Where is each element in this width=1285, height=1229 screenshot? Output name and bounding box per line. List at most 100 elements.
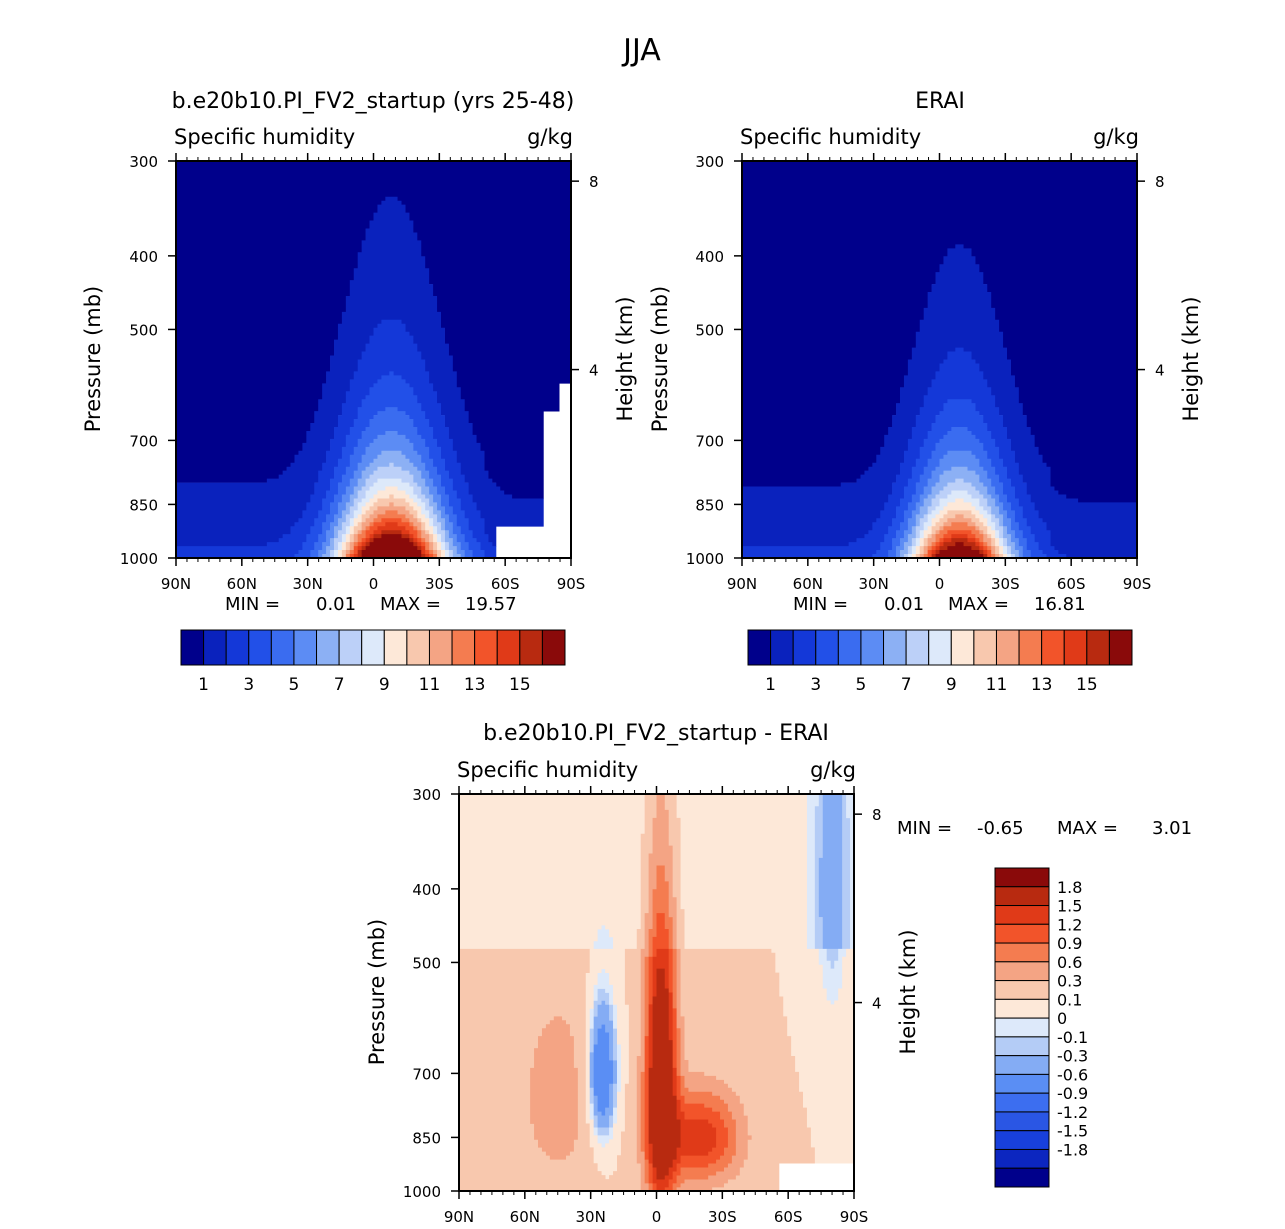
panel-obs-left-string: Specific humidity [740, 125, 921, 149]
panel-diff: b.e20b10.PI_FV2_startup - ERAI Specific … [365, 721, 1192, 1226]
colorbar-box [973, 629, 997, 666]
panel-obs-minmax: MIN = 0.01 MAX = 16.81 [793, 594, 1086, 615]
panel-model-ylabel: Pressure (mb) [81, 286, 105, 433]
colorbar-label: -0.9 [1057, 1084, 1088, 1103]
colorbar-box [995, 629, 1020, 666]
panel-obs-max-label: MAX = [948, 594, 1009, 615]
colorbar-label: 3 [243, 675, 254, 695]
x-tick-label: 30N [576, 1208, 606, 1226]
panel-obs-contours [742, 161, 1137, 558]
colorbar-box [994, 1092, 1050, 1113]
panel-diff-units: g/kg [810, 758, 856, 782]
contour-band [742, 244, 1137, 558]
panel-obs-title: ERAI [915, 89, 965, 114]
y-tick-label: 500 [695, 321, 724, 339]
y-right-tick-label: 4 [1155, 362, 1165, 380]
panel-model-minmax: MIN = 0.01 MAX = 19.57 [225, 594, 517, 615]
colorbar-box [994, 1130, 1050, 1150]
panel-model-axes: 90N 60N 30N 0 30S 60S 90S 300 400 500 700 850 1000 8 4 [120, 153, 599, 593]
contour-band [915, 510, 1004, 558]
x-tick-label: 0 [935, 575, 945, 593]
colorbar-box [994, 1017, 1050, 1038]
colorbar-box [541, 629, 566, 666]
y-tick-label: 700 [129, 432, 158, 450]
x-tick-label: 60S [1057, 575, 1086, 593]
colorbar-label: 1.8 [1057, 878, 1082, 897]
colorbar-box [203, 629, 227, 666]
panel-model-title: b.e20b10.PI_FV2_startup (yrs 25-48) [172, 89, 575, 114]
panel-model-units: g/kg [527, 125, 573, 149]
x-tick-label: 90N [727, 575, 757, 593]
y-tick-label: 700 [695, 432, 724, 450]
panel-diff-colorbar: 1.81.51.20.90.60.30.10-0.1-0.3-0.6-0.9-1… [994, 867, 1088, 1188]
y-tick-label: 1000 [403, 1183, 441, 1201]
panel-model-min-value: 0.01 [316, 594, 356, 615]
panel-model-contours [176, 161, 571, 558]
y-tick-label: 500 [412, 954, 441, 972]
y-tick-label: 700 [412, 1065, 441, 1083]
x-tick-label: 30N [859, 575, 889, 593]
colorbar-label: 13 [1031, 675, 1053, 695]
contour-band [742, 347, 1067, 558]
contour-band [345, 502, 438, 555]
colorbar-label: 0 [1057, 1009, 1067, 1028]
contour-band [888, 426, 1031, 558]
contour-band [589, 794, 851, 1136]
colorbar-box [270, 629, 295, 666]
colorbar-box [770, 629, 794, 666]
x-tick-label: 90N [444, 1208, 474, 1226]
x-tick-label: 0 [369, 575, 379, 593]
y-right-tick-label: 4 [872, 995, 882, 1013]
x-tick-label: 90S [840, 1208, 869, 1226]
colorbar-box [994, 867, 1050, 888]
contour-band [318, 430, 465, 558]
contour-band [903, 478, 1015, 558]
contour-band [176, 319, 497, 558]
panel-obs-ylabel: Pressure (mb) [648, 286, 672, 433]
contour-band [357, 530, 426, 558]
contour-band [742, 161, 1137, 503]
colorbar-box [406, 629, 430, 666]
panel-model-left-string: Specific humidity [174, 125, 355, 149]
colorbar-label: 7 [334, 675, 345, 695]
x-tick-label: 30S [425, 575, 454, 593]
colorbar-box [994, 886, 1050, 907]
contour-band [176, 196, 544, 547]
colorbar-label: 15 [1076, 675, 1098, 695]
colorbar-label: 9 [379, 675, 390, 695]
colorbar-box [994, 923, 1050, 944]
contour-band [648, 948, 717, 1191]
x-tick-label: 90S [1123, 575, 1152, 593]
colorbar-label: 13 [464, 675, 486, 695]
colorbar-box [747, 629, 772, 666]
colorbar-label: 3 [810, 675, 821, 695]
colorbar-box [180, 629, 205, 666]
colorbar-box [994, 1167, 1050, 1188]
contour-band [923, 522, 996, 558]
panel-diff-title: b.e20b10.PI_FV2_startup - ERAI [483, 721, 829, 746]
y-tick-label: 500 [129, 321, 158, 339]
colorbar-label: 0.3 [1057, 972, 1082, 991]
contour-band [322, 450, 461, 558]
colorbar-box [316, 629, 340, 666]
colorbar-box [1018, 629, 1043, 666]
colorbar-box [994, 961, 1050, 982]
colorbar-label: 11 [419, 675, 441, 695]
panel-diff-min-label: MIN = [897, 818, 952, 839]
colorbar-label: -0.1 [1057, 1028, 1088, 1047]
contour-band [648, 968, 681, 1180]
colorbar-label: 1 [765, 675, 776, 695]
colorbar-box [994, 980, 1050, 1000]
panel-diff-max-label: MAX = [1057, 818, 1118, 839]
y-tick-label: 1000 [120, 550, 158, 568]
colorbar-label: 0.1 [1057, 990, 1082, 1009]
contour-band [176, 161, 571, 499]
x-tick-label: 60N [793, 575, 823, 593]
colorbar-label: -1.2 [1057, 1103, 1088, 1122]
colorbar-box [496, 629, 521, 666]
panel-obs-max-value: 16.81 [1034, 594, 1086, 615]
colorbar-box [994, 1111, 1050, 1132]
colorbar-label: 15 [509, 675, 531, 695]
colorbar-box [383, 629, 408, 666]
colorbar-label: 5 [856, 675, 867, 695]
